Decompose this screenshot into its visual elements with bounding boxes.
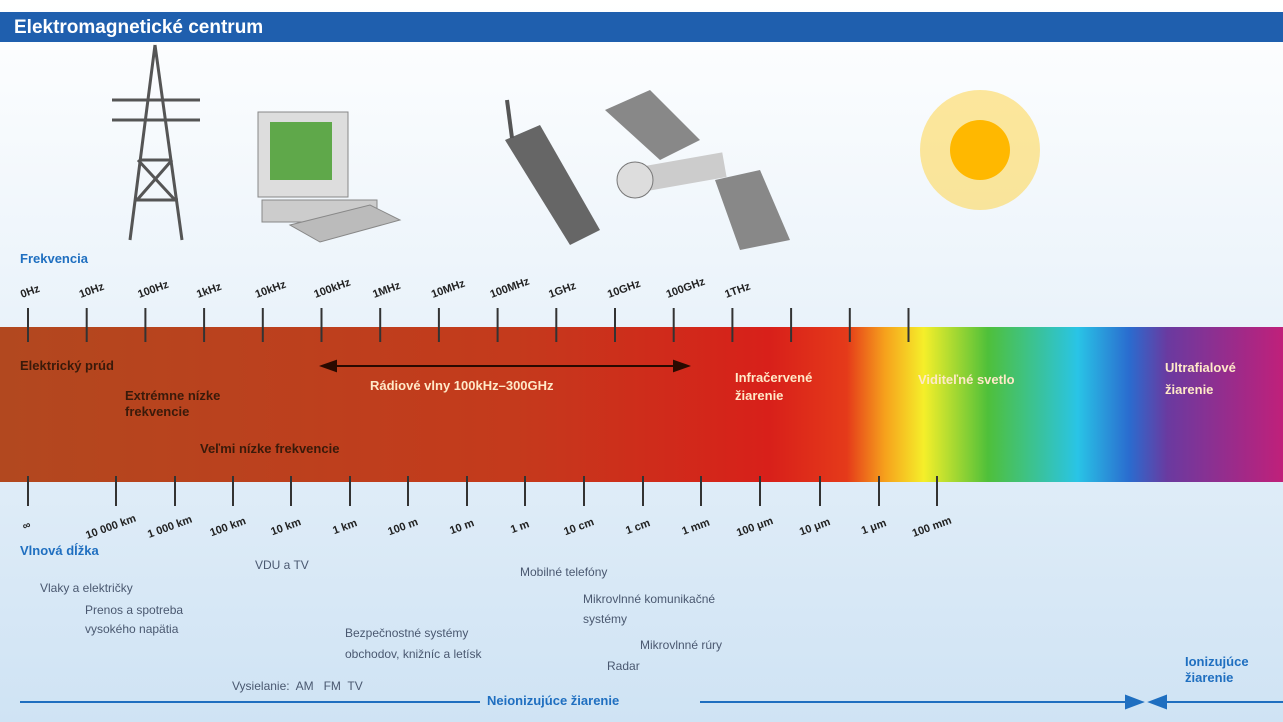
application: Vlaky a električky bbox=[40, 581, 133, 595]
wavelength-label: Vlnová dĺžka bbox=[20, 543, 100, 558]
application: Vysielanie: AM FM TV bbox=[232, 679, 363, 693]
sun bbox=[920, 90, 1040, 210]
band-label: Rádiové vlny 100kHz–300GHz bbox=[370, 378, 554, 393]
band-label: Veľmi nízke frekvencie bbox=[200, 441, 339, 456]
application: Radar bbox=[607, 659, 640, 673]
frequency-label: Frekvencia bbox=[20, 251, 89, 266]
spectrum-band bbox=[0, 327, 1283, 482]
band-label: Viditeľné svetlo bbox=[918, 372, 1015, 387]
title: Elektromagnetické centrum bbox=[14, 17, 263, 38]
diagram: Elektromagnetické centrum Frekvencia Vln… bbox=[0, 0, 1283, 722]
band-label: Elektrický prúd bbox=[20, 358, 114, 373]
footer-label: Neionizujúce žiarenie bbox=[487, 693, 619, 708]
application: VDU a TV bbox=[255, 558, 309, 572]
application: Mobilné telefóny bbox=[520, 565, 607, 579]
application: Mikrovlnné rúry bbox=[640, 638, 722, 652]
